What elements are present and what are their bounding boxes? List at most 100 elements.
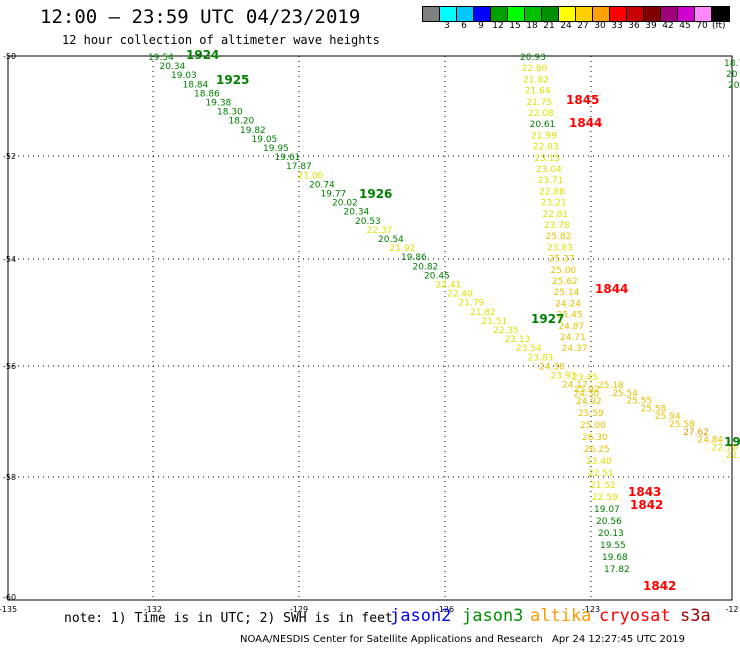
swh-value: 23.45: [572, 373, 598, 383]
satellite-s3a: s3a: [680, 606, 711, 626]
lon-tick-label: -126: [436, 605, 454, 614]
swh-value: 25.58: [641, 404, 667, 414]
swh-value: 21.75: [526, 98, 552, 108]
swh-value: 19.07: [594, 505, 620, 515]
swh-value: 19.05: [252, 135, 278, 145]
swh-value: 23.15: [534, 154, 560, 164]
swh-value: 21.79: [459, 299, 485, 309]
swh-value: 26.25: [584, 445, 610, 455]
swh-value: 18.20: [229, 117, 255, 127]
pass-time-label: 1842: [643, 579, 676, 593]
map-frame: [7, 55, 733, 601]
legend-swatch: [593, 7, 610, 21]
swh-value: 19.68: [602, 553, 628, 563]
swh-value: 18.84: [183, 80, 209, 90]
legend-swatch: [457, 7, 474, 21]
swh-value: 20: [728, 81, 740, 91]
swh-value: 21.82: [470, 308, 496, 318]
swh-value: 25.59: [578, 409, 604, 419]
pass-time-label: 1927: [531, 312, 564, 326]
legend-label: 70: [696, 21, 708, 31]
swh-value: 24.30: [574, 390, 600, 400]
legend-label: 6: [461, 21, 467, 31]
legend-label: 42: [662, 21, 674, 31]
swh-value: 23.21: [541, 199, 567, 209]
swh-value: 25.00: [580, 421, 606, 431]
legend-swatch: [712, 7, 729, 21]
legend-label: 24: [560, 21, 572, 31]
swh-value: 22.76: [712, 443, 738, 453]
lat-tick-label: -52: [3, 152, 16, 161]
swh-value: 23.04: [536, 165, 562, 175]
swh-value: 20.61: [530, 120, 556, 130]
legend-swatch: [661, 7, 678, 21]
legend-label: 9: [478, 21, 484, 31]
swh-value: 21.82: [523, 75, 549, 85]
swh-value: 22.08: [528, 109, 554, 119]
swh-value: 19.55: [600, 541, 626, 551]
legend-label: 39: [645, 21, 657, 31]
swh-value: 20.56: [596, 517, 622, 527]
lon-tick-label: -132: [144, 605, 162, 614]
swh-value: 24.84: [697, 436, 723, 446]
lon-tick-label: -123: [582, 605, 600, 614]
page-title: 12:00 — 23:59 UTC 04/23/2019: [40, 6, 361, 28]
legend-label: 3: [444, 21, 450, 31]
swh-value: 25.54: [612, 389, 638, 399]
legend-label: 30: [594, 21, 606, 31]
swh-value: 19.86: [401, 253, 427, 263]
satellite-cryosat: cryosat: [599, 606, 671, 626]
swh-value: 27.62: [683, 428, 709, 438]
swh-value: 17.87: [286, 162, 312, 172]
legend-label: 33: [611, 21, 623, 31]
swh-value: 20.45: [424, 271, 450, 281]
legend-label: 15: [509, 21, 521, 31]
swh-value: 25.82: [546, 232, 572, 242]
swh-value: 23.93: [551, 372, 577, 382]
swh-value: 25.55: [626, 397, 652, 407]
swh-value: 23.13: [505, 335, 531, 345]
swh-value: 24.37: [562, 344, 588, 354]
swh-value: 22.81: [542, 210, 568, 220]
lat-tick-label: -56: [3, 362, 16, 371]
swh-value: 21.99: [531, 131, 557, 141]
swh-value: 21.51: [482, 317, 508, 327]
pass-time-label: 1845: [566, 93, 599, 107]
swh-value: 24.71: [560, 333, 586, 343]
color-legend: [422, 6, 730, 22]
pass-time-label: 1843: [628, 485, 661, 499]
swh-value: 23.78: [544, 221, 570, 231]
swh-value: 20.13: [598, 529, 624, 539]
swh-value: 24.17: [562, 381, 588, 391]
swh-value: 24.36: [539, 362, 565, 372]
legend-swatch: [542, 7, 559, 21]
legend-label: 36: [628, 21, 640, 31]
legend-swatch: [474, 7, 491, 21]
swh-value: 24.24: [555, 299, 581, 309]
legend-label: 18: [526, 21, 538, 31]
swh-value: 20.82: [413, 262, 439, 272]
swh-value: 24.87: [558, 322, 584, 332]
swh-value: 26.30: [582, 433, 608, 443]
swh-value: 22.70: [726, 451, 740, 461]
swh-value: 25.62: [552, 277, 578, 287]
pass-time-label: 1926: [359, 187, 392, 201]
swh-value: 24.92: [576, 397, 602, 407]
legend-swatch: [627, 7, 644, 21]
footer-credit: NOAA/NESDIS Center for Satellite Applica…: [240, 634, 543, 645]
legend-swatch: [423, 7, 440, 21]
legend-swatch: [695, 7, 712, 21]
swh-value: 25.45: [557, 311, 583, 321]
swh-value: 25.14: [554, 288, 580, 298]
legend-swatch: [559, 7, 576, 21]
legend-label: 27: [577, 21, 589, 31]
legend-swatch: [576, 7, 593, 21]
swh-value: 23.71: [538, 176, 564, 186]
swh-value: 25.37: [549, 255, 575, 265]
swh-value: 19.77: [321, 190, 347, 200]
swh-value: 22.59: [592, 493, 618, 503]
swh-value: 25.92: [574, 385, 600, 395]
swh-value: 25.58: [669, 420, 695, 430]
satellite-jason2: jason2: [390, 606, 452, 626]
